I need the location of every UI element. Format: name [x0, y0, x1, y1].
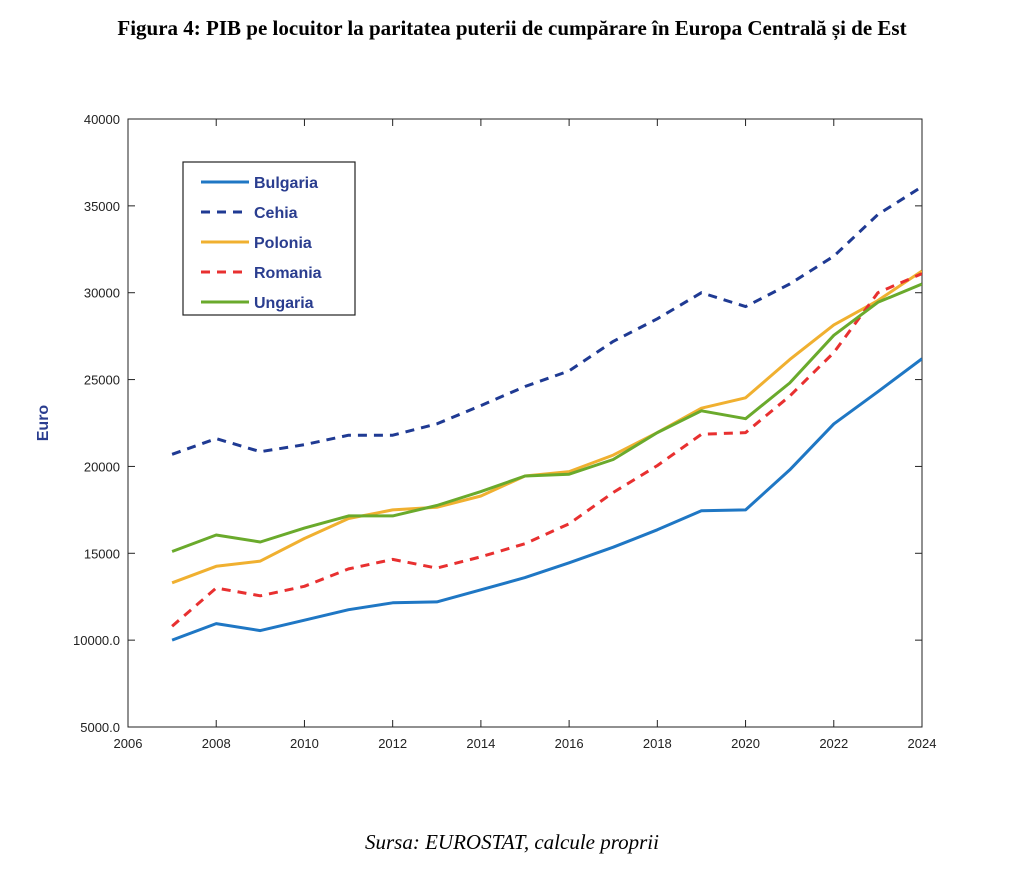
y-tick-label: 10000.0 — [73, 633, 120, 648]
x-tick-label: 2016 — [555, 736, 584, 751]
x-tick-label: 2020 — [731, 736, 760, 751]
x-tick-label: 2010 — [290, 736, 319, 751]
y-tick-label: 25000 — [84, 373, 120, 388]
x-tick-label: 2012 — [378, 736, 407, 751]
legend: Bulgaria Cehia Polonia Romania Ungaria — [182, 161, 356, 316]
legend-label-bulgaria: Bulgaria — [254, 175, 318, 192]
x-tick-label: 2022 — [819, 736, 848, 751]
figure-title: Figura 4: PIB pe locuitor la paritatea p… — [117, 16, 907, 40]
legend-label-cehia: Cehia — [254, 205, 298, 222]
series-lines — [171, 185, 922, 642]
legend-label-romania: Romania — [254, 265, 322, 282]
y-axis-title: Euro — [35, 405, 52, 442]
series-line-romania — [171, 272, 922, 628]
y-tick-label: 20000 — [84, 459, 120, 474]
source-note: Sursa: EUROSTAT, calcule proprii — [365, 830, 659, 854]
x-tick-label: 2018 — [643, 736, 672, 751]
y-tick-label: 5000.0 — [80, 720, 120, 735]
y-tick-label: 35000 — [84, 199, 120, 214]
series-line-ungaria — [171, 282, 922, 553]
y-tick-label: 15000 — [84, 546, 120, 561]
y-tick-label: 30000 — [84, 286, 120, 301]
legend-box — [182, 161, 356, 316]
x-tick-label: 2008 — [202, 736, 231, 751]
legend-label-polonia: Polonia — [254, 235, 312, 252]
axes: 2006 2008 2010 2012 2014 2016 2018 2020 2022 2024… — [35, 112, 936, 751]
x-tick-label: 2024 — [908, 736, 937, 751]
series-line-bulgaria — [171, 357, 922, 642]
x-tick-label: 2006 — [114, 736, 143, 751]
x-tick-label: 2014 — [466, 736, 495, 751]
series-line-cehia — [171, 185, 922, 456]
legend-label-ungaria: Ungaria — [254, 295, 314, 312]
y-tick-label: 40000 — [84, 112, 120, 127]
